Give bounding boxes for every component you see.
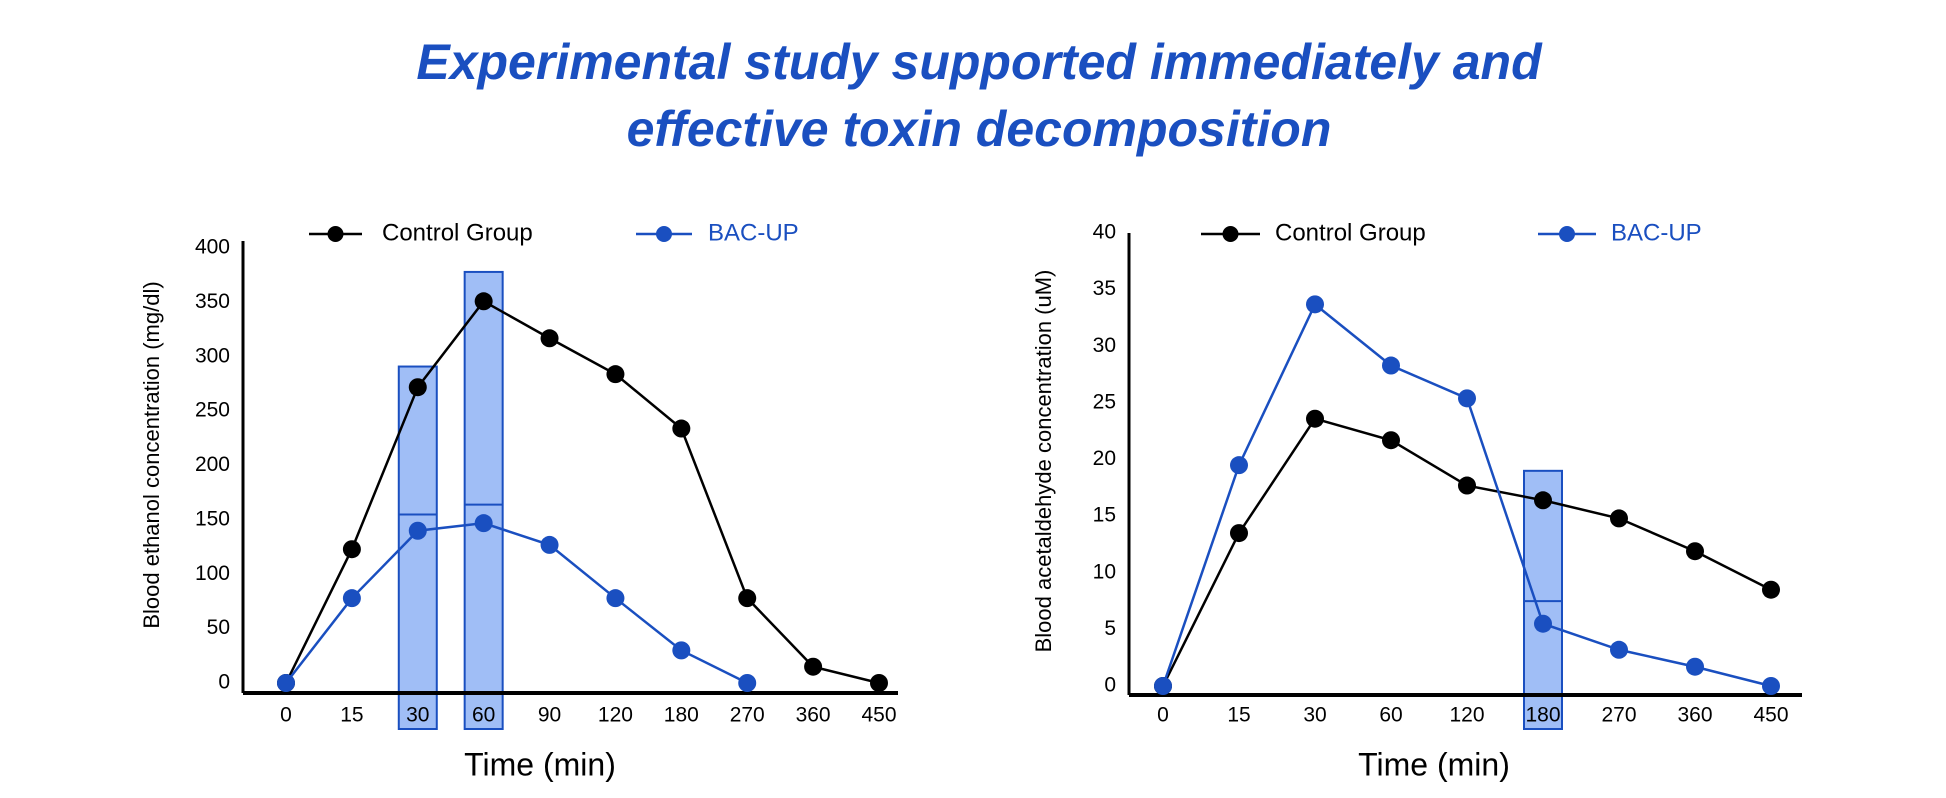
x-tick-label: 30 <box>406 704 429 727</box>
legend-label: Control Group <box>382 219 533 246</box>
title: effective toxin decomposition <box>627 101 1332 157</box>
legend-marker <box>656 226 672 242</box>
x-tick-label: 60 <box>472 704 495 727</box>
highlight-box <box>397 365 438 730</box>
y-tick-label: 5 <box>1104 617 1116 640</box>
data-point <box>1382 356 1400 375</box>
x-tick-label: 360 <box>796 704 831 727</box>
highlight-box <box>463 270 504 730</box>
series-line <box>1161 417 1772 687</box>
data-point <box>1230 524 1248 543</box>
data-point <box>1610 640 1628 659</box>
x-tick-label: 450 <box>1753 704 1788 727</box>
y-tick-label: 200 <box>195 453 230 476</box>
y-tick-label: 40 <box>1093 221 1116 244</box>
data-point <box>606 589 625 608</box>
x-tick-label: 0 <box>1157 704 1169 727</box>
data-point <box>1458 476 1476 495</box>
data-point <box>1762 580 1780 599</box>
data-point <box>1154 677 1172 695</box>
data-point <box>1610 509 1628 528</box>
series-line <box>285 521 748 685</box>
x-tick-label: 360 <box>1677 704 1712 727</box>
y-tick-label: 100 <box>195 562 230 585</box>
legend-label: Control Group <box>1275 219 1426 246</box>
series-line <box>1161 302 1772 688</box>
y-tick-label: 300 <box>195 344 230 367</box>
x-axis-title: Time (min) <box>464 746 616 782</box>
y-tick-label: 15 <box>1093 504 1116 527</box>
data-point <box>1686 657 1704 676</box>
data-point <box>606 365 625 384</box>
data-point <box>1458 389 1476 408</box>
data-point <box>540 535 559 554</box>
y-tick-label: 50 <box>207 616 230 639</box>
data-point <box>342 540 361 559</box>
y-tick-label: 25 <box>1093 390 1116 413</box>
y-tick-label: 35 <box>1093 277 1116 300</box>
data-point <box>1762 677 1780 695</box>
data-point <box>1306 409 1324 428</box>
data-point <box>672 419 691 438</box>
series-line <box>284 299 880 685</box>
data-point <box>474 292 493 311</box>
data-point <box>1534 614 1552 633</box>
title: Experimental study supported immediately… <box>416 34 1543 90</box>
y-tick-label: 20 <box>1093 447 1116 470</box>
x-axis-title: Time (min) <box>1358 746 1510 782</box>
data-point <box>1686 542 1704 561</box>
x-tick-label: 30 <box>1303 704 1326 727</box>
y-axis-title: Blood ethanol concentration (mg/dl) <box>139 281 164 628</box>
highlight-box <box>1523 469 1563 730</box>
x-tick-label: 450 <box>861 704 896 727</box>
x-tick-label: 270 <box>1601 704 1636 727</box>
legend-marker <box>1222 226 1239 242</box>
data-point <box>408 378 427 397</box>
data-point <box>1306 295 1324 314</box>
x-tick-label: 60 <box>1379 704 1402 727</box>
data-point <box>540 329 559 348</box>
data-point <box>672 641 691 660</box>
data-point <box>342 589 361 608</box>
y-tick-label: 0 <box>218 671 230 694</box>
y-tick-label: 250 <box>195 399 230 422</box>
y-axis-title: Blood acetaldehyde concentration (uM) <box>1031 270 1056 653</box>
x-tick-label: 270 <box>730 704 765 727</box>
x-tick-label: 15 <box>1227 704 1250 727</box>
x-tick-label: 180 <box>664 704 699 727</box>
y-tick-label: 350 <box>195 290 230 313</box>
legend-label: BAC-UP <box>708 219 799 246</box>
x-tick-label: 0 <box>280 704 292 727</box>
legend-marker <box>327 226 344 242</box>
y-tick-label: 400 <box>195 236 230 259</box>
data-point <box>1534 491 1552 510</box>
data-point <box>474 514 493 533</box>
data-point <box>804 657 823 676</box>
legend-marker <box>1559 226 1575 242</box>
x-tick-label: 90 <box>538 704 561 727</box>
data-point <box>738 674 757 692</box>
data-point <box>1382 431 1400 450</box>
y-tick-label: 0 <box>1104 674 1116 697</box>
data-point <box>408 521 427 540</box>
y-tick-label: 30 <box>1093 334 1116 357</box>
x-tick-label: 120 <box>598 704 633 727</box>
y-tick-label: 10 <box>1093 560 1116 583</box>
y-tick-label: 150 <box>195 507 230 530</box>
data-point <box>738 589 757 608</box>
x-tick-label: 15 <box>340 704 363 727</box>
x-tick-label: 120 <box>1449 704 1484 727</box>
data-point <box>870 674 888 692</box>
x-tick-label: 180 <box>1525 704 1560 727</box>
data-point <box>277 674 295 692</box>
data-point <box>1230 456 1248 475</box>
legend-label: BAC-UP <box>1611 219 1702 246</box>
